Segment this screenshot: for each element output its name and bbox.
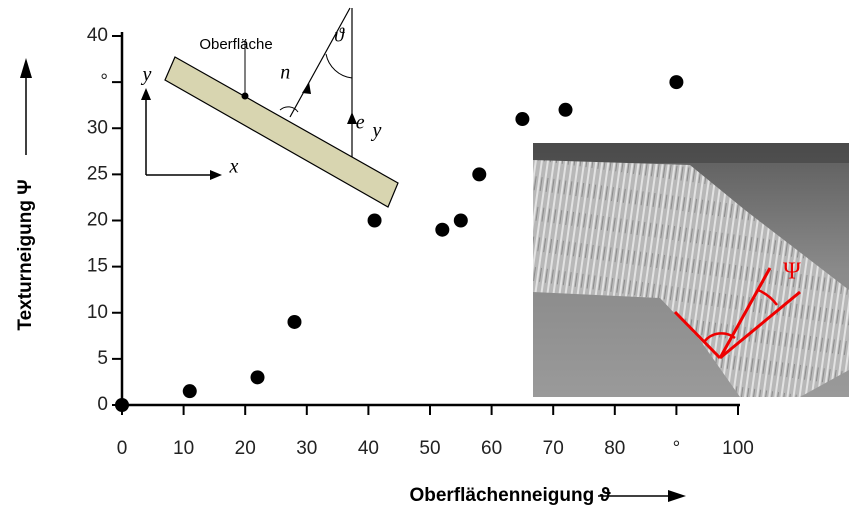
data-point	[435, 223, 449, 237]
x-tick-label: 60	[481, 438, 502, 459]
x-tick-label: 50	[419, 438, 440, 459]
x-tick-label: 10	[173, 438, 194, 459]
data-point	[669, 75, 683, 89]
data-point	[368, 214, 382, 228]
y-tick-label: 40	[87, 25, 108, 46]
normal-label: n⃗	[280, 62, 306, 84]
inset-y-label: y	[141, 64, 152, 86]
data-point	[251, 370, 265, 384]
angle-label: ϑ	[334, 25, 345, 47]
sem-image	[533, 143, 849, 397]
page: Oberflächenneigung ϑ Texturneigung Ψ Obe…	[0, 0, 849, 516]
ey-subscript: y	[371, 120, 382, 142]
data-point	[115, 398, 129, 412]
y-arrow-head	[20, 58, 32, 78]
data-point	[515, 112, 529, 126]
x-tick-label: 30	[296, 438, 317, 459]
x-tick-label: °	[673, 438, 681, 459]
inset-x-label: x	[229, 156, 239, 178]
y-tick-label: °	[100, 71, 108, 92]
psi-label: Ψ	[783, 259, 801, 285]
x-tick-label: 80	[604, 438, 625, 459]
data-point	[287, 315, 301, 329]
data-point	[472, 167, 486, 181]
y-tick-label: 10	[87, 302, 108, 323]
x-tick-label: 0	[117, 438, 128, 459]
data-point	[559, 103, 573, 117]
x-tick-label: 100	[722, 438, 754, 459]
x-tick-label: 40	[358, 438, 379, 459]
y-tick-label: 30	[87, 117, 108, 138]
surface-label: Oberfläche	[199, 36, 272, 53]
data-point	[183, 384, 197, 398]
x-arrow-head	[668, 490, 686, 502]
y-tick-label: 25	[87, 163, 108, 184]
chart: Oberflächenneigung ϑ Texturneigung Ψ Obe…	[0, 0, 849, 516]
data-point	[454, 214, 468, 228]
y-tick-label: 0	[97, 394, 108, 415]
x-axis-title: Oberflächenneigung ϑ	[409, 485, 611, 506]
y-tick-label: 20	[87, 210, 108, 231]
y-tick-label: 15	[87, 256, 108, 277]
y-tick-label: 5	[97, 348, 108, 369]
x-tick-label: 20	[235, 438, 256, 459]
y-axis-title: Texturneigung Ψ	[15, 179, 36, 330]
x-tick-label: 70	[543, 438, 564, 459]
